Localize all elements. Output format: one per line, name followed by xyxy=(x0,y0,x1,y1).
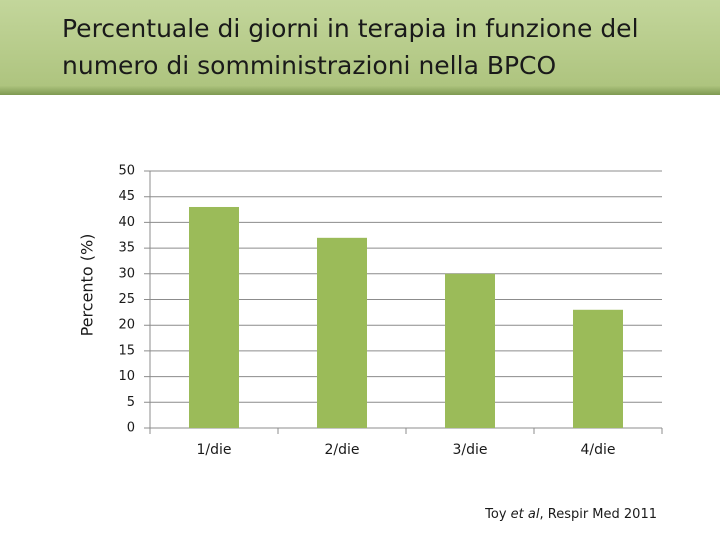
bar xyxy=(445,273,495,428)
x-tick-label: 3/die xyxy=(452,442,487,458)
source-part: , Respir Med 2011 xyxy=(539,507,657,522)
source: Toy et al, Respir Med 2011 xyxy=(484,507,657,522)
y-tick-label: 45 xyxy=(118,189,135,204)
y-tick-label: 35 xyxy=(118,241,135,256)
x-tick-label: 2/die xyxy=(324,442,359,458)
header-band xyxy=(0,0,720,95)
source-part: et al xyxy=(511,507,540,522)
y-tick-label: 30 xyxy=(118,266,135,281)
x-tick-label: 1/die xyxy=(196,442,231,458)
bar xyxy=(317,237,367,428)
y-tick-label: 0 xyxy=(127,421,135,436)
y-tick-label: 20 xyxy=(118,318,135,333)
y-tick-label: 25 xyxy=(118,292,135,307)
title-line: Percentuale di giorni in terapia in funz… xyxy=(62,14,639,43)
x-tick-label: 4/die xyxy=(580,442,615,458)
source-part: Toy xyxy=(484,507,511,522)
y-tick-label: 40 xyxy=(118,215,135,230)
y-tick-label: 15 xyxy=(118,343,135,358)
bar xyxy=(573,309,623,428)
title-line: numero di somministrazioni nella BPCO xyxy=(62,51,556,80)
y-axis-label: Percento (%) xyxy=(78,234,97,337)
y-tick-label: 10 xyxy=(118,369,135,384)
y-tick-label: 50 xyxy=(118,164,135,179)
bar xyxy=(189,206,239,428)
y-tick-label: 5 xyxy=(127,395,135,410)
